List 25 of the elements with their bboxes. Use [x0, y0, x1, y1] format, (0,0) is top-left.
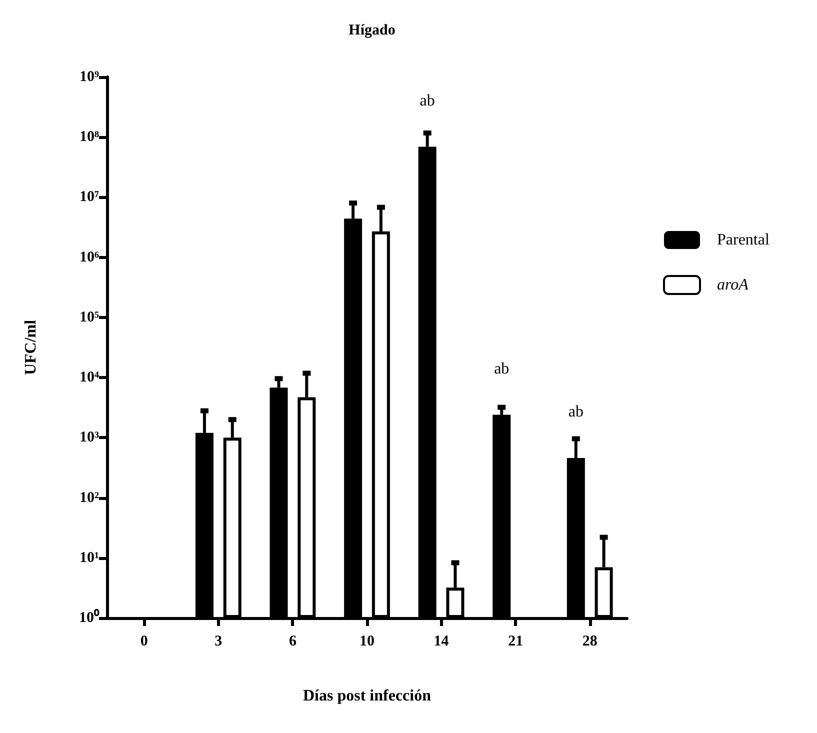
chart-title: Hígado: [348, 22, 396, 38]
legend-label: Parental: [717, 232, 770, 248]
y-tick-label: 10⁰: [79, 608, 100, 626]
legend-label: aroA: [717, 276, 749, 294]
y-tick-label: 10²: [80, 490, 100, 506]
data-label: ab: [568, 403, 584, 420]
x-tick-label: 3: [214, 634, 222, 650]
y-axis-title: UFC/ml: [22, 319, 40, 376]
y-tick-label: 10⁵: [80, 309, 100, 326]
x-tick-label: 14: [434, 634, 450, 650]
data-label: ab: [494, 360, 510, 378]
y-tick-label: 10⁸: [80, 129, 100, 146]
x-tick-label: 10: [360, 634, 374, 650]
y-tick-label: 10¹: [80, 550, 99, 566]
y-tick-label: 10⁴: [80, 370, 100, 386]
y-tick-label: 10³: [80, 430, 100, 446]
data-label: ab: [420, 92, 435, 110]
y-tick-label: 10⁷: [80, 189, 100, 206]
y-tick-label: 10⁶: [80, 249, 100, 266]
x-tick-label: 6: [288, 634, 297, 650]
x-axis-title: Días post infección: [303, 688, 432, 704]
x-tick-label: 28: [582, 634, 598, 650]
y-tick-label: 10⁹: [80, 69, 100, 85]
x-tick-label: 21: [508, 634, 524, 650]
x-tick-label: 0: [140, 634, 148, 650]
